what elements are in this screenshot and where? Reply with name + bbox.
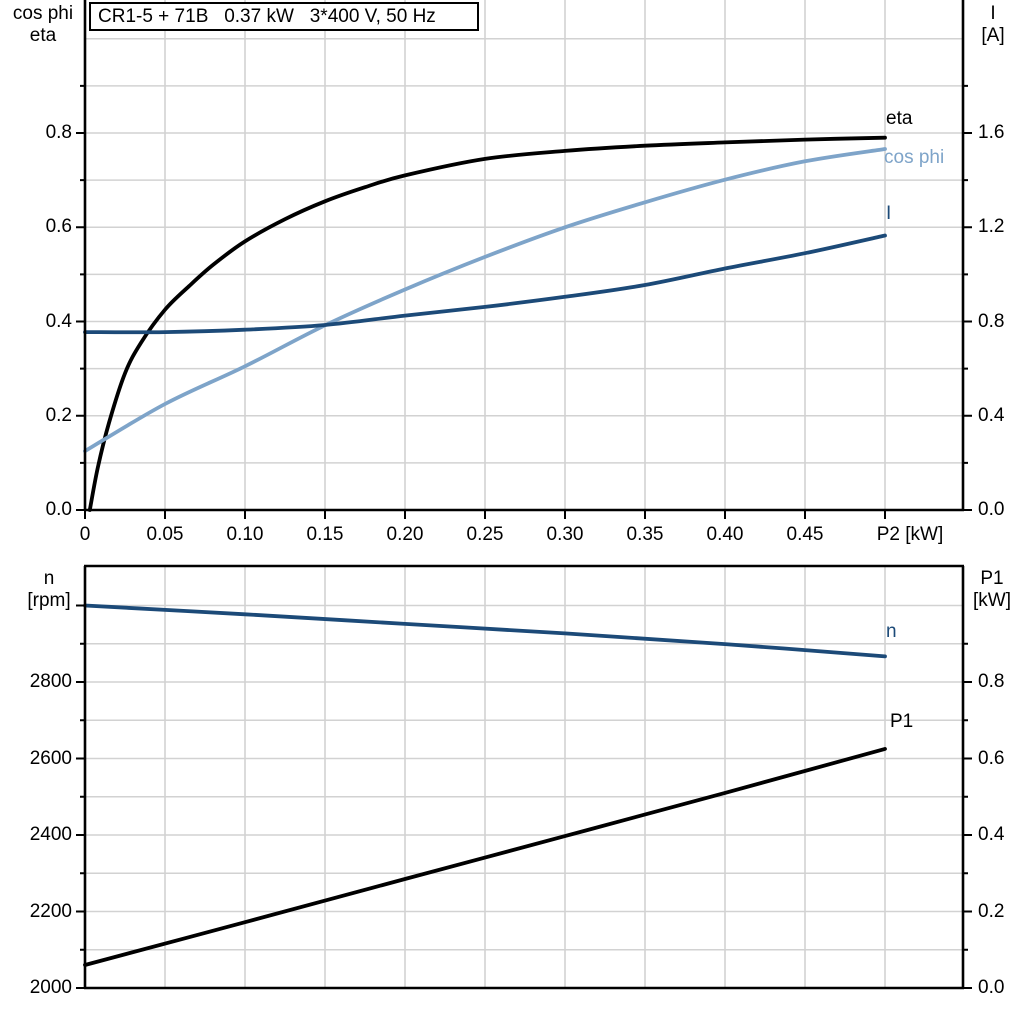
curve-i (83, 233, 887, 335)
cos-phi-axis-label: cos phi (12, 3, 74, 24)
p2-axis-label: P2 [kW] (876, 524, 944, 545)
rpm-unit-label: [rpm] (27, 590, 71, 611)
right-tick-label: 0.8 (978, 671, 1005, 692)
right-tick-label: 0.8 (978, 310, 1005, 332)
left-tick-label: 0.2 (45, 404, 72, 426)
x-tick-label: 0.05 (146, 524, 184, 545)
right-tick-label: 0.4 (978, 404, 1005, 426)
right-tick-label: 0.0 (978, 977, 1005, 998)
cos-phi-curve-label: cos phi (884, 147, 945, 168)
left-tick-label: 0.8 (45, 122, 72, 143)
eta-curve-label: eta (886, 108, 913, 129)
eta-axis-label: eta (29, 25, 57, 46)
right-tick-label: 1.6 (978, 122, 1005, 143)
x-tick-label: 0.40 (706, 524, 744, 545)
curve-n (83, 603, 887, 659)
x-tick-label: 0.15 (306, 524, 344, 545)
curve-eta (87, 135, 887, 512)
x-tick-label: 0.20 (386, 524, 424, 545)
left-tick-label: 0.4 (45, 310, 72, 332)
x-tick-label: 0.30 (546, 524, 584, 545)
x-tick-label: 0.10 (226, 524, 264, 545)
top-left-axis-label: cos phi eta (6, 3, 80, 47)
x-tick-label: 0.45 (786, 524, 824, 545)
top-right-axis-label: I [A] (966, 3, 1020, 47)
current-curve-label: I (886, 203, 892, 224)
right-tick-label: 0.0 (978, 499, 1005, 520)
left-tick-label: 2600 (29, 747, 72, 769)
x-tick-label: 0.35 (626, 524, 664, 545)
x-tick-label: 0 (79, 524, 91, 545)
p1-curve-label: P1 (890, 711, 914, 732)
right-tick-label: 0.2 (978, 900, 1005, 922)
kw-unit-label: [kW] (973, 590, 1011, 611)
bottom-left-axis-label: n [rpm] (12, 568, 86, 612)
right-tick-label: 1.2 (978, 216, 1005, 238)
pump-title-box: CR1-5 + 71B 0.37 kW 3*400 V, 50 Hz (89, 2, 479, 31)
bottom-right-axis-label: P1 [kW] (962, 568, 1022, 612)
x-tick-label: 0.25 (466, 524, 504, 545)
left-tick-label: 0.6 (45, 216, 72, 238)
curve-p1 (83, 747, 887, 967)
current-axis-label: I (990, 3, 996, 24)
left-tick-label: 2200 (29, 900, 72, 922)
speed-curve-label: n (886, 621, 897, 642)
p1-axis-label: P1 (980, 568, 1004, 589)
left-tick-label: 2000 (29, 977, 72, 998)
curve-cos-phi (83, 147, 887, 453)
ampere-unit-label: [A] (981, 25, 1005, 46)
right-tick-label: 0.4 (978, 824, 1005, 845)
speed-axis-label: n (43, 568, 55, 589)
left-tick-label: 2400 (29, 824, 72, 845)
left-tick-label: 2800 (29, 671, 72, 692)
right-tick-label: 0.6 (978, 747, 1005, 769)
left-tick-label: 0.0 (45, 499, 72, 520)
